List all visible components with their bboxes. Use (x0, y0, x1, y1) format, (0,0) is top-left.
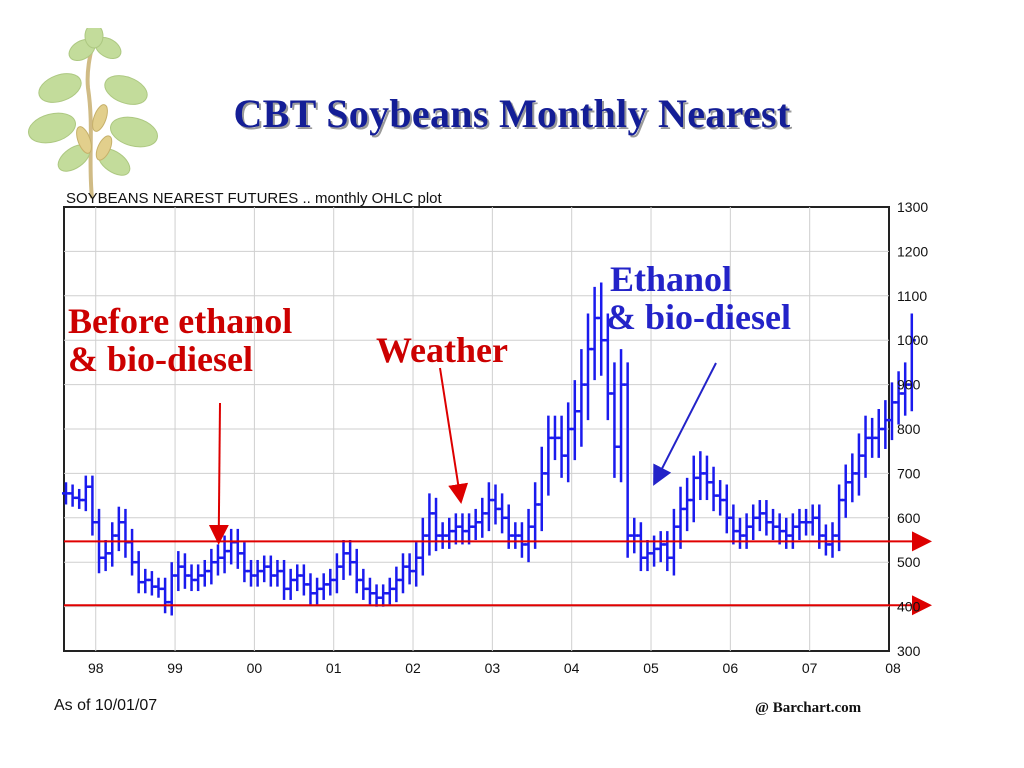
chart-title: SOYBEANS NEAREST FUTURES .. monthly OHLC… (66, 190, 442, 207)
y-tick-label: 600 (897, 510, 921, 526)
x-tick-label: 04 (564, 660, 580, 676)
y-tick-label: 300 (897, 643, 921, 659)
annotation-arrow (439, 367, 469, 504)
annotation-arrow (653, 362, 717, 486)
x-tick-label: 05 (643, 660, 659, 676)
y-tick-label: 400 (897, 599, 921, 615)
y-tick-label: 900 (897, 377, 921, 393)
x-tick-label: 99 (167, 660, 183, 676)
y-tick-label: 800 (897, 421, 921, 437)
y-tick-label: 700 (897, 465, 921, 481)
x-tick-label: 02 (405, 660, 421, 676)
as-of-date: As of 10/01/07 (54, 697, 158, 714)
x-tick-label: 01 (326, 660, 342, 676)
x-tick-label: 08 (885, 660, 901, 676)
x-tick-label: 06 (723, 660, 739, 676)
annotation-text: & bio-diesel (68, 339, 253, 379)
y-tick-label: 500 (897, 554, 921, 570)
source-credit: @ Barchart.com (755, 700, 862, 716)
annotation-text: Before ethanol (68, 301, 292, 341)
annotation-text: & bio-diesel (606, 297, 791, 337)
soybean-plant-logo (28, 28, 158, 199)
y-tick-label: 1200 (897, 243, 928, 259)
x-tick-label: 03 (485, 660, 501, 676)
x-tick-label: 07 (802, 660, 818, 676)
slide-title: CBT Soybeans Monthly Nearest (233, 91, 791, 136)
annotation-arrow (208, 402, 229, 545)
x-tick-label: 98 (88, 660, 104, 676)
y-tick-label: 1100 (897, 288, 927, 304)
annotation-text: Ethanol (610, 259, 732, 299)
y-tick-label: 1300 (897, 199, 928, 215)
x-tick-label: 00 (247, 660, 263, 676)
y-tick-label: 1000 (897, 332, 928, 348)
annotation-text: Weather (376, 330, 508, 370)
